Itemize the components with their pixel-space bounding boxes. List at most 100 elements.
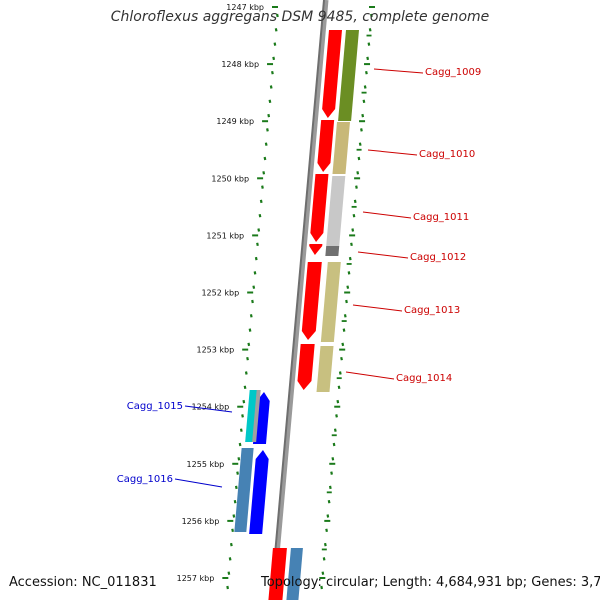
right-tick-dots <box>351 228 355 232</box>
right-tick-dots <box>320 585 324 590</box>
left-tick-dots <box>228 557 232 561</box>
gene-leader-line <box>184 405 233 413</box>
left-tick-dots <box>268 99 272 104</box>
left-tick-dots <box>257 228 261 232</box>
gene-leader-line <box>352 304 403 312</box>
forward-gene-arrow <box>310 174 329 242</box>
right-tick-dots <box>366 56 370 61</box>
left-tick-dots <box>254 256 258 261</box>
right-tick-dots <box>330 471 333 475</box>
cog-block <box>316 346 334 392</box>
cog-block <box>338 30 359 121</box>
left-tick-dots <box>273 42 277 46</box>
left-tick-dots <box>261 185 264 189</box>
scale-label: 1255 kbp <box>187 460 225 469</box>
gene-leader-line <box>373 68 424 74</box>
gene-label: Cagg_1014 <box>396 373 452 384</box>
right-tick-dots <box>360 128 363 132</box>
left-tick-dots <box>256 242 259 247</box>
left-tick-dots <box>272 56 276 61</box>
left-tick-dots <box>233 499 237 504</box>
right-tick-dots <box>328 485 332 490</box>
left-tick-dots <box>248 328 252 332</box>
left-tick-dots <box>253 271 257 275</box>
left-tick-dots <box>258 213 262 218</box>
gene-leader-line <box>357 251 409 259</box>
left-tick-dots <box>251 299 254 304</box>
left-tick-dots <box>269 85 273 89</box>
right-tick-dots <box>343 314 347 318</box>
gene-leader-line <box>367 149 418 156</box>
left-tick-dots <box>226 585 230 590</box>
scale-label: 1254 kbp <box>192 403 230 412</box>
right-tick-dots <box>362 99 366 104</box>
forward-gene-arrow <box>301 262 322 340</box>
cog-block <box>234 448 254 532</box>
forward-gene-arrow <box>268 548 287 600</box>
right-tick-dots <box>327 499 331 504</box>
reverse-gene-arrow <box>249 450 269 534</box>
left-tick-dots <box>263 156 267 161</box>
scale-label: 1253 kbp <box>196 346 234 355</box>
left-tick-dots <box>246 356 249 361</box>
scale-label: 1256 kbp <box>182 517 220 526</box>
right-tick-dots <box>321 571 325 575</box>
left-tick-dots <box>266 128 269 132</box>
left-tick-dots <box>274 28 278 32</box>
left-tick-dots <box>236 471 239 475</box>
left-tick-dots <box>242 399 246 404</box>
right-tick-dots <box>347 271 351 275</box>
right-tick-dots <box>325 528 328 533</box>
gene-label: Cagg_1010 <box>419 149 475 160</box>
left-tick-dots <box>227 571 231 575</box>
right-tick-dots <box>361 113 365 118</box>
gene-label: Cagg_1012 <box>410 252 466 263</box>
right-tick-dots <box>365 70 368 75</box>
gene-leader-line <box>174 478 223 488</box>
scale-label: 1247 kbp <box>226 3 264 12</box>
right-tick-dots <box>331 457 335 461</box>
right-tick-dots <box>358 142 362 146</box>
forward-gene-arrow <box>297 344 315 390</box>
genome-summary-text: Topology: circular; Length: 4,684,931 bp… <box>261 575 600 590</box>
left-tick-dots <box>243 385 247 390</box>
left-tick-dots <box>271 70 274 75</box>
right-tick-dots <box>352 213 356 218</box>
cog-block <box>326 176 346 246</box>
forward-gene-arrow <box>322 30 342 118</box>
left-tick-dots <box>241 414 244 418</box>
map-title: Chloroflexus aggregans DSM 9485, complet… <box>110 9 490 25</box>
scale-label: 1252 kbp <box>201 289 239 298</box>
genome-backbone <box>270 0 329 600</box>
right-tick-dots <box>323 542 327 547</box>
right-tick-dots <box>342 328 346 332</box>
cog-block <box>325 246 340 256</box>
right-tick-dots <box>322 557 326 561</box>
right-tick-dots <box>341 342 345 347</box>
left-tick-dots <box>237 457 241 461</box>
right-tick-dots <box>350 242 353 247</box>
right-tick-dots <box>326 514 330 518</box>
right-tick-dots <box>368 28 372 32</box>
gene-label: Cagg_1015 <box>127 401 183 412</box>
left-tick-dots <box>231 528 234 533</box>
left-tick-dots <box>238 442 242 447</box>
left-tick-dots <box>262 171 266 175</box>
right-tick-dots <box>363 85 367 89</box>
right-tick-dots <box>348 256 352 261</box>
gene-label: Cagg_1016 <box>117 474 173 485</box>
left-tick-dots <box>264 142 268 146</box>
scale-label: 1249 kbp <box>216 117 254 126</box>
right-tick-dots <box>340 356 343 361</box>
right-tick-dots <box>337 385 341 390</box>
cog-block <box>286 548 303 600</box>
gene-label: Cagg_1011 <box>413 212 469 223</box>
gene-leader-line <box>362 211 412 219</box>
left-tick-dots <box>247 342 251 347</box>
cog-block <box>252 390 261 442</box>
right-tick-dots <box>333 428 337 432</box>
left-tick-dots <box>232 514 236 518</box>
right-tick-dots <box>345 299 348 304</box>
left-tick-dots <box>267 113 271 118</box>
